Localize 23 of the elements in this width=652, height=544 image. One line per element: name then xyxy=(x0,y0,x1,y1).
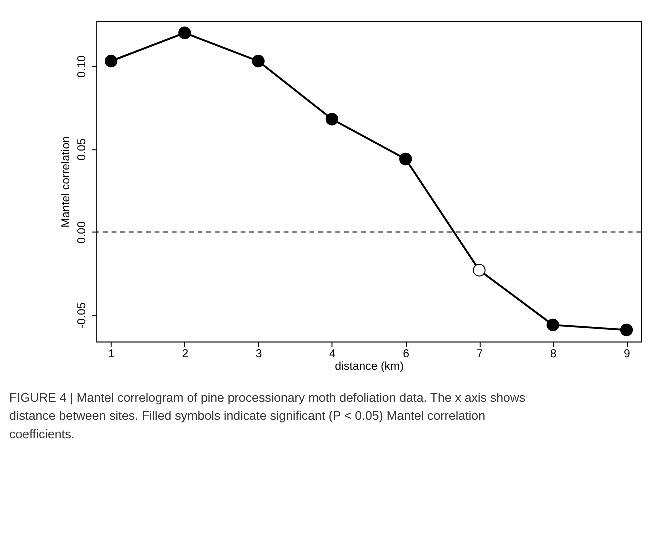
y-tick-label: 0.00 xyxy=(76,222,89,244)
x-tick-label: 6 xyxy=(403,348,410,361)
x-tick-label: 9 xyxy=(624,348,630,361)
y-tick-label: -0.05 xyxy=(76,302,89,329)
x-axis-title: distance (km) xyxy=(335,360,404,373)
y-tick-label: 0.10 xyxy=(76,56,89,78)
x-tick-label: 3 xyxy=(256,348,262,361)
y-axis-title: Mantel correlation xyxy=(60,136,72,228)
x-tick-label: 1 xyxy=(108,348,115,361)
point xyxy=(326,113,339,126)
y-tick-label: 0.05 xyxy=(76,138,89,161)
x-tick-label: 4 xyxy=(329,348,336,361)
x-tick-label: 7 xyxy=(476,348,484,361)
point xyxy=(620,324,634,336)
point xyxy=(400,152,412,166)
point xyxy=(473,264,486,277)
x-tick-label: 8 xyxy=(550,348,557,361)
x-tick-label: 2 xyxy=(182,348,189,361)
point xyxy=(178,26,192,40)
point xyxy=(546,318,560,332)
point xyxy=(252,55,265,68)
caption: FIGURE 4 | Mantel correlogram of pine processionary moth defoliation data. The x axis shows distance between sites. Filled symbols indicate significant (P < 0.05) Mantel correlation coefficients. xyxy=(10,390,526,442)
point xyxy=(104,55,118,68)
